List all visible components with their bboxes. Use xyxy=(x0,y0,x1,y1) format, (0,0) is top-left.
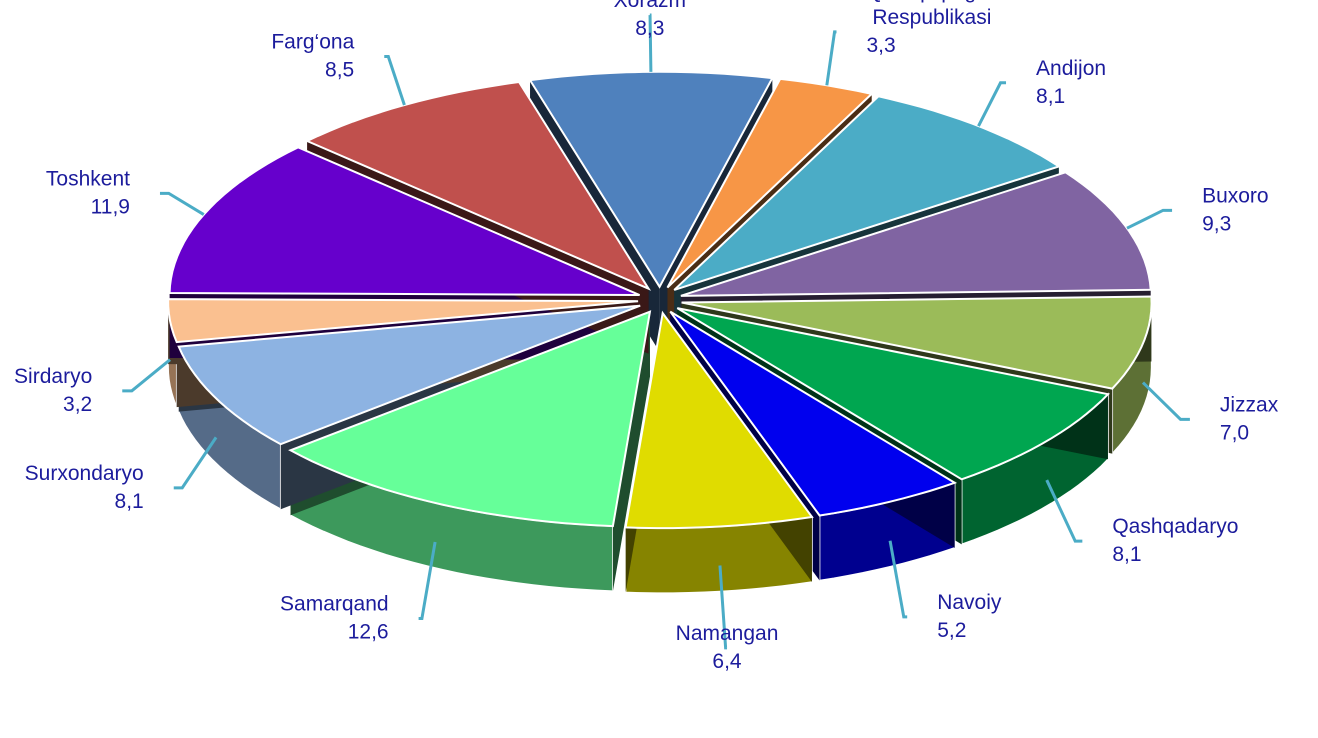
leader-line xyxy=(888,540,908,619)
slice xyxy=(676,307,1111,481)
category-label: Xorazm xyxy=(614,0,686,12)
slice xyxy=(669,310,958,517)
category-label: Farg‘ona xyxy=(271,30,354,53)
value-label: 3,2 xyxy=(63,393,92,416)
slice xyxy=(288,310,652,528)
category-label: Qashqadaryo xyxy=(1112,515,1238,538)
category-label: Jizzax xyxy=(1220,393,1279,416)
value-label: 8,1 xyxy=(1036,85,1065,108)
slice xyxy=(624,310,814,530)
category-label: Namangan xyxy=(676,622,779,645)
leader-line xyxy=(418,541,437,620)
tops xyxy=(167,70,1153,530)
category-label: Qoraqalpog‘iston Respublikasi xyxy=(866,0,1025,29)
value-label: 8,1 xyxy=(1112,543,1141,566)
value-label: 7,0 xyxy=(1220,421,1249,444)
leader-line xyxy=(159,191,205,216)
category-label: Navoiy xyxy=(937,591,1002,614)
slice xyxy=(168,146,640,297)
value-label: 8,5 xyxy=(325,58,354,81)
leader-line xyxy=(718,565,728,650)
category-label: Toshkent xyxy=(46,167,130,190)
leader-line xyxy=(384,54,406,106)
leader-line xyxy=(122,358,171,393)
value-label: 8,1 xyxy=(115,490,144,513)
category-label: Buxoro xyxy=(1202,184,1269,207)
value-label: 12,6 xyxy=(348,620,389,643)
slice xyxy=(167,298,639,344)
value-label: 3,3 xyxy=(866,34,895,57)
leader-line xyxy=(1141,381,1190,421)
labels: Xorazm 8,3 Qoraqalpog‘iston Respublikasi 3,… xyxy=(14,0,1279,673)
value-label: 11,9 xyxy=(91,195,130,218)
value-label: 5,2 xyxy=(937,619,966,642)
category-label: Samarqand xyxy=(280,592,389,615)
value-label: 8,3 xyxy=(635,17,664,40)
value-label: 6,4 xyxy=(712,650,742,673)
value-label: 9,3 xyxy=(1202,212,1231,235)
leader-line xyxy=(977,81,1007,127)
slice xyxy=(673,95,1062,291)
slice-edge xyxy=(612,311,650,592)
slice xyxy=(681,295,1153,390)
leader-line xyxy=(1126,208,1173,230)
category-label: Surxondaryo xyxy=(25,462,144,485)
leader-line xyxy=(1045,479,1083,543)
slice xyxy=(528,70,774,289)
category-label: Andijon xyxy=(1036,57,1106,80)
leader-line xyxy=(648,13,653,72)
slice xyxy=(177,304,641,446)
category-label: Sirdaryo xyxy=(14,365,92,388)
leader-line xyxy=(173,436,218,490)
slice xyxy=(680,171,1152,297)
leader-line xyxy=(825,30,837,86)
